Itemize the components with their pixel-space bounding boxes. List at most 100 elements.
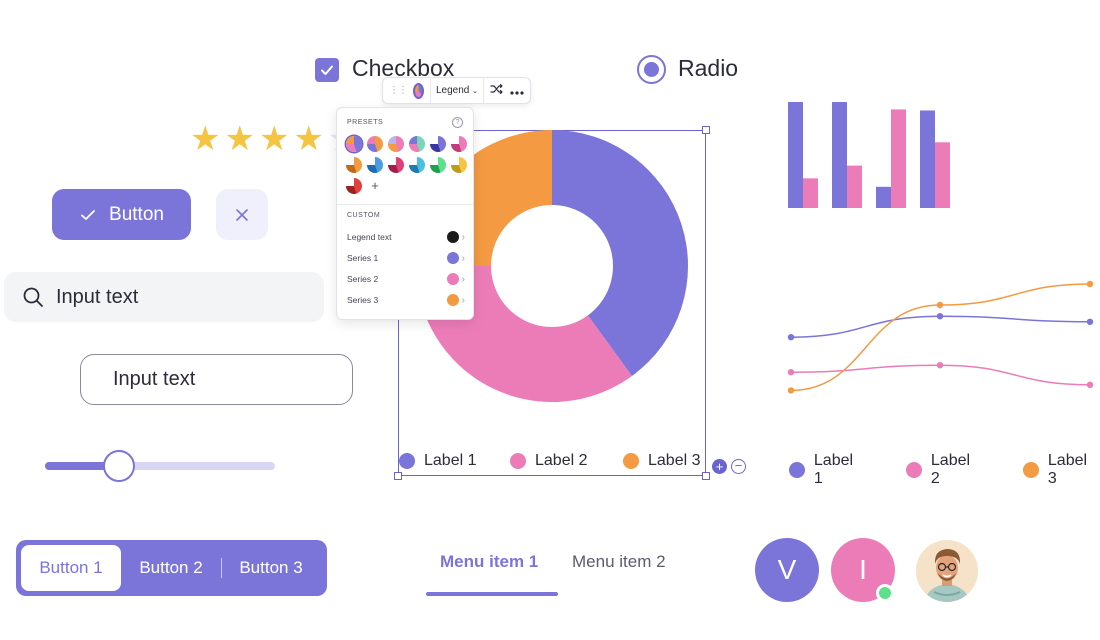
color-preset[interactable] (346, 136, 362, 152)
checkbox-label: Checkbox (352, 55, 455, 81)
donut-legend-item: Label 2 (510, 452, 588, 470)
checkbox[interactable] (315, 58, 339, 82)
donut-chart (416, 130, 688, 402)
color-preset[interactable] (367, 136, 383, 152)
color-preset[interactable] (451, 157, 467, 173)
radio-label: Radio (678, 55, 739, 81)
color-preset[interactable] (346, 157, 362, 173)
segment-button-1[interactable]: Button 1 (21, 545, 121, 591)
chart-toolbar: ⋮⋮ Legend ⌄ (382, 77, 531, 104)
add-preset-button[interactable]: + (371, 178, 379, 193)
line-series-3 (790, 283, 1091, 392)
color-preset[interactable] (451, 136, 467, 152)
online-status-icon (876, 584, 894, 602)
resize-handle[interactable] (702, 472, 710, 480)
slider-track[interactable] (45, 462, 275, 470)
color-preset[interactable] (430, 157, 446, 173)
color-swatch (446, 273, 459, 285)
legend-swatch (623, 453, 639, 469)
color-preset[interactable] (367, 157, 383, 173)
custom-row-series-2[interactable]: Series 2 › (347, 273, 465, 285)
shuffle-icon[interactable] (490, 83, 504, 98)
custom-row-series-1[interactable]: Series 1 › (347, 252, 465, 264)
bar-1-series-1 (788, 102, 803, 208)
color-preset[interactable] (388, 136, 404, 152)
segment-button-3[interactable]: Button 3 (239, 558, 303, 577)
bar-2-series-2 (847, 165, 862, 208)
avatar-photo[interactable] (916, 540, 978, 602)
resize-handle[interactable] (702, 126, 710, 134)
email-field[interactable] (80, 354, 353, 405)
bar-2-series-1 (832, 102, 847, 208)
custom-row-label: Legend text (347, 232, 392, 242)
line-chart (787, 280, 1094, 394)
primary-button[interactable]: Button (52, 189, 191, 240)
legend-swatch (789, 462, 805, 478)
chevron-down-icon: ⌄ (472, 87, 478, 95)
custom-row-label: Series 2 (347, 274, 379, 284)
legend-label: Label 3 (1047, 452, 1088, 487)
bar-1-series-2 (803, 178, 818, 208)
line-legend: Label 1 Label 2 Label 3 (789, 452, 1100, 488)
line-point (1086, 318, 1094, 325)
color-preset[interactable] (388, 157, 404, 173)
more-icon[interactable] (510, 84, 524, 98)
line-legend-item: Label 1 (789, 452, 866, 488)
star-icon[interactable]: ★ (224, 120, 255, 158)
preset-grid: + (346, 136, 467, 194)
resize-handle[interactable] (394, 472, 402, 480)
check-icon (81, 209, 95, 220)
bar-4-series-2 (935, 142, 950, 208)
star-rating[interactable]: ★ ★ ★ ★ ★ (190, 122, 358, 156)
chevron-right-icon: › (461, 231, 465, 243)
chevron-right-icon: › (461, 252, 465, 264)
legend-label: Label 1 (813, 452, 854, 487)
legend-swatch (510, 453, 526, 469)
color-popover: PRESETS ? + CUSTOM Legend text › Series … (336, 107, 474, 320)
segment-divider (221, 558, 222, 578)
zoom-out-button[interactable]: − (731, 459, 746, 474)
color-preset[interactable] (346, 178, 362, 194)
star-icon[interactable]: ★ (190, 120, 221, 158)
line-point (936, 362, 944, 369)
close-button[interactable] (216, 189, 268, 240)
search-field[interactable] (4, 272, 324, 322)
menu-item-1[interactable]: Menu item 1 (440, 552, 539, 571)
color-swatch-icon[interactable] (413, 82, 424, 99)
star-icon[interactable]: ★ (293, 120, 324, 158)
legend-swatch (1023, 462, 1039, 478)
slider-fill (45, 462, 119, 470)
custom-row-legend-text[interactable]: Legend text › (347, 231, 465, 243)
drag-grip-icon[interactable]: ⋮⋮ (389, 85, 408, 96)
radio-button[interactable] (637, 55, 666, 84)
color-preset[interactable] (409, 157, 425, 173)
color-preset[interactable] (409, 136, 425, 152)
radio-dot (644, 62, 659, 77)
color-swatch (446, 252, 459, 264)
search-icon (23, 287, 43, 307)
help-icon[interactable]: ? (452, 117, 463, 128)
custom-row-label: Series 1 (347, 253, 379, 263)
line-point (1086, 280, 1094, 288)
color-preset[interactable] (430, 136, 446, 152)
email-input[interactable] (113, 368, 353, 391)
line-legend-item: Label 3 (1023, 452, 1100, 488)
menu-item-2[interactable]: Menu item 2 (572, 552, 666, 571)
avatar[interactable]: V (755, 538, 819, 602)
custom-row-series-3[interactable]: Series 3 › (347, 294, 465, 306)
color-swatch (446, 231, 459, 243)
line-point (1086, 381, 1094, 388)
line-point (936, 313, 944, 320)
close-icon (236, 208, 248, 221)
menu-active-indicator (426, 592, 558, 596)
star-icon[interactable]: ★ (258, 120, 290, 158)
search-input[interactable] (56, 285, 296, 309)
zoom-in-button[interactable]: + (712, 459, 727, 474)
segment-button-2[interactable]: Button 2 (139, 558, 203, 577)
donut-slice-1[interactable] (552, 130, 688, 377)
line-legend-item: Label 2 (906, 452, 983, 488)
legend-dropdown[interactable]: Legend ⌄ (429, 77, 484, 104)
legend-label: Label 2 (930, 452, 971, 487)
slider-thumb[interactable] (102, 450, 135, 482)
presets-heading: PRESETS (347, 119, 384, 126)
